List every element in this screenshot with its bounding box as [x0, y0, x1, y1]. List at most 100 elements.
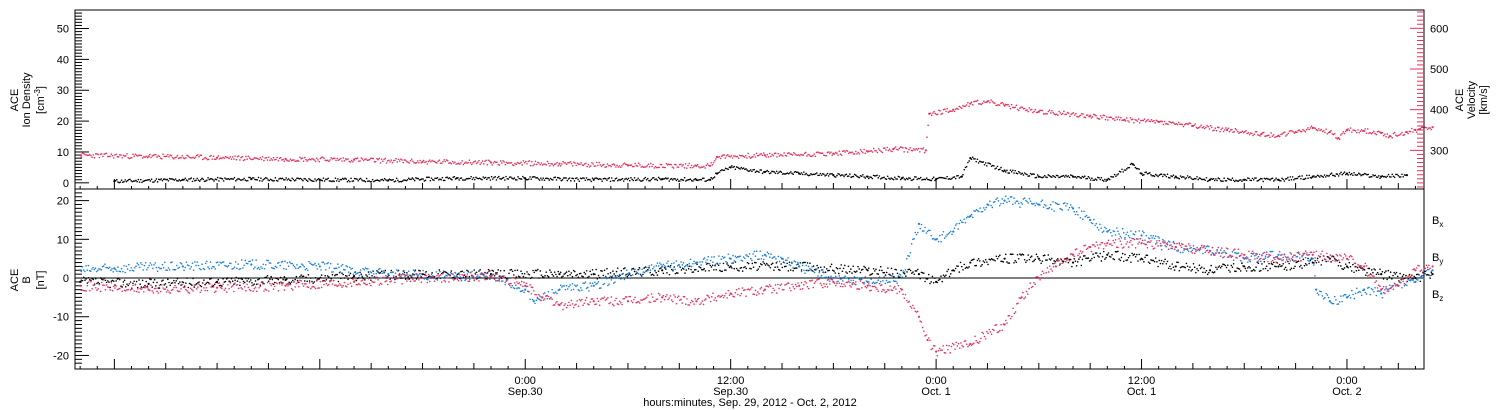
density-point	[1226, 177, 1229, 180]
bx-point	[887, 267, 889, 269]
by-point	[1154, 235, 1157, 237]
density-point	[224, 177, 226, 179]
density-point	[643, 177, 645, 180]
by-point	[105, 266, 107, 269]
by-point	[439, 270, 441, 273]
by-point	[883, 276, 885, 278]
bx-point	[758, 265, 761, 268]
velocity-point	[630, 164, 633, 166]
by-point	[1296, 255, 1299, 258]
density-point	[877, 177, 880, 179]
velocity-point	[1275, 135, 1277, 138]
by-point	[497, 277, 499, 279]
velocity-point	[199, 154, 202, 156]
by-point	[524, 288, 527, 291]
density-point	[1059, 176, 1061, 178]
bx-point	[568, 270, 570, 273]
bx-point	[945, 274, 947, 277]
density-point	[225, 178, 227, 180]
by-point	[610, 279, 613, 281]
density-point	[644, 176, 647, 179]
velocity-point	[1166, 122, 1168, 125]
density-point	[425, 176, 428, 179]
by-point	[317, 263, 320, 265]
bx-point	[785, 265, 787, 268]
bx-point	[532, 269, 534, 272]
by-point	[608, 283, 610, 286]
by-point	[1293, 254, 1295, 257]
velocity-point	[705, 164, 708, 167]
bx-point	[1165, 262, 1168, 265]
density-point	[117, 181, 119, 183]
velocity-point	[1408, 130, 1411, 133]
bx-point	[1302, 258, 1305, 261]
bz-point	[85, 290, 87, 292]
velocity-point	[872, 147, 875, 150]
by-point	[159, 267, 161, 270]
by-point	[1163, 239, 1165, 242]
velocity-point	[1209, 124, 1212, 127]
by-point	[891, 275, 894, 277]
velocity-point	[1304, 131, 1307, 133]
bx-point	[360, 273, 363, 275]
by-point	[913, 238, 915, 240]
velocity-point	[457, 162, 460, 165]
velocity-point	[493, 160, 496, 163]
bz-point	[174, 284, 176, 287]
velocity-point	[1076, 115, 1078, 118]
velocity-point	[1407, 132, 1409, 135]
velocity-point	[984, 101, 986, 104]
density-point	[934, 179, 936, 182]
by-point	[1407, 278, 1409, 281]
density-point	[1224, 179, 1227, 182]
bx-point	[625, 273, 627, 276]
density-point	[971, 156, 974, 158]
bx-point	[1028, 258, 1031, 261]
density-point	[168, 177, 171, 180]
bx-point	[765, 262, 768, 265]
by-point	[821, 268, 824, 271]
density-point	[504, 179, 506, 181]
by-point	[943, 237, 946, 240]
bx-point	[1234, 270, 1236, 272]
bx-point	[643, 267, 645, 269]
bx-point	[1068, 258, 1071, 261]
velocity-point	[1052, 111, 1054, 114]
velocity-point	[117, 156, 120, 158]
velocity-point	[1089, 114, 1092, 117]
velocity-point	[1183, 123, 1186, 126]
velocity-point	[669, 163, 671, 166]
density-point	[942, 177, 945, 179]
bx-point	[612, 270, 614, 272]
by-point	[296, 264, 298, 266]
density-point	[732, 166, 734, 169]
density-point	[879, 178, 882, 180]
by-point	[407, 270, 410, 272]
bx-point	[413, 274, 415, 276]
density-point	[511, 177, 513, 180]
bx-point	[330, 278, 333, 280]
bx-point	[911, 272, 913, 274]
by-point	[965, 217, 968, 219]
bz-point	[111, 289, 114, 292]
bx-point	[295, 275, 298, 278]
velocity-point	[1392, 132, 1395, 135]
bx-point	[520, 270, 522, 272]
velocity-point	[709, 164, 712, 167]
bz-point	[330, 279, 333, 282]
by-point	[544, 292, 546, 294]
bx-point	[1174, 265, 1177, 268]
velocity-point	[251, 158, 253, 161]
velocity-point	[672, 167, 675, 169]
velocity-point	[392, 159, 395, 162]
by-point	[367, 268, 369, 270]
by-point	[978, 210, 980, 213]
velocity-point	[385, 162, 388, 164]
by-point	[146, 269, 148, 271]
bx-point	[708, 269, 710, 272]
bz-point	[272, 288, 275, 290]
by-point	[1128, 236, 1131, 239]
velocity-point	[1223, 129, 1226, 131]
by-point	[687, 265, 689, 268]
by-point	[628, 271, 630, 274]
